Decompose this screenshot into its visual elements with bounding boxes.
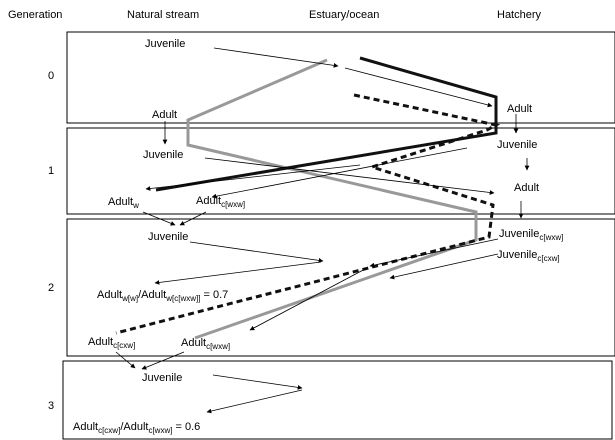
- generation-1-box: [66, 127, 615, 215]
- column-header-estuary-ocean: Estuary/ocean: [309, 9, 379, 21]
- arrow-ocean-to-adult-ratio: [154, 261, 322, 285]
- g2-hatchery-juvenile-cxw-label: Juvenilec[cxw]: [497, 249, 560, 263]
- g1-adult-cwxw-label: Adultc[wxw]: [196, 195, 245, 209]
- g2-juvenile-label: Juvenile: [148, 231, 188, 243]
- generation-0-box: [66, 31, 615, 124]
- g2-wild-ratio-label: Adultw[w]/Adultw[c[wxw]] = 0.7: [97, 289, 228, 303]
- arrow-ocean-to-adult-w: [145, 164, 361, 191]
- g0-adult-label: Adult: [152, 109, 177, 121]
- g1-hatchery-juvenile-label: Juvenile: [497, 139, 537, 151]
- generation-3-box: [62, 360, 613, 440]
- g1-juvenile-label: Juvenile: [143, 149, 183, 161]
- arrow-juvenile-to-ocean-g3: [212, 374, 303, 390]
- arrow-hatchery-juvenile-to-adult-cwxw: [211, 147, 468, 199]
- generation-2-label: 2: [48, 282, 54, 294]
- arrow-hatchery-juvenile-wxw-to-ocean: [369, 238, 499, 268]
- g0-juvenile-label: Juvenile: [145, 38, 185, 50]
- arrow-adult-cwxw-to-juvenile: [179, 211, 207, 226]
- arrow-juvenile-to-ocean-g1: [204, 157, 495, 195]
- g2-adult-cxw-label: Adultc[cxw]: [88, 336, 135, 350]
- generation-2-box: [66, 218, 615, 357]
- arrow-adult-w-to-juvenile: [142, 211, 176, 226]
- g2-adult-wxw-label: Adultc[wxw]: [181, 337, 230, 351]
- arrow-ocean-to-hatchery-g0: [344, 67, 493, 108]
- generation-0-label: 0: [48, 70, 54, 82]
- hatchery-lineage-dashed-line: [115, 93, 501, 335]
- g2-hatchery-juvenile-wxw-label: Juvenilec[wxw]: [499, 228, 563, 242]
- generation-1-label: 1: [48, 165, 54, 177]
- g3-juvenile-label: Juvenile: [142, 372, 182, 384]
- wild-lineage-line: [186, 58, 478, 340]
- column-header-generation: Generation: [8, 9, 62, 21]
- arrow-juvenile-to-ocean-g2: [189, 241, 324, 263]
- arrow-adult-cxw-to-juvenile: [115, 351, 136, 369]
- column-header-hatchery: Hatchery: [497, 9, 542, 21]
- arrow-ocean-to-adult-wxw: [249, 267, 368, 331]
- arrow-adult-wxw-to-juvenile: [141, 351, 185, 370]
- g1-adult-w-label: Adultw: [108, 196, 139, 210]
- generation-3-label: 3: [48, 400, 54, 412]
- g0-hatchery-adult-label: Adult: [507, 103, 532, 115]
- g3-hatchery-ratio-label: Adultc[cxw]/Adultc[wxw] = 0.6: [73, 421, 200, 435]
- arrow-ocean-to-adult-g3: [206, 389, 303, 414]
- hatchery-founding-line: [155, 56, 498, 192]
- column-header-natural-stream: Natural stream: [127, 9, 199, 21]
- arrow-juvenile-to-ocean-g0: [213, 47, 339, 68]
- arrow-hatchery-juvenile-cxw-to-ocean: [389, 253, 499, 280]
- g1-hatchery-adult-label: Adult: [514, 182, 539, 194]
